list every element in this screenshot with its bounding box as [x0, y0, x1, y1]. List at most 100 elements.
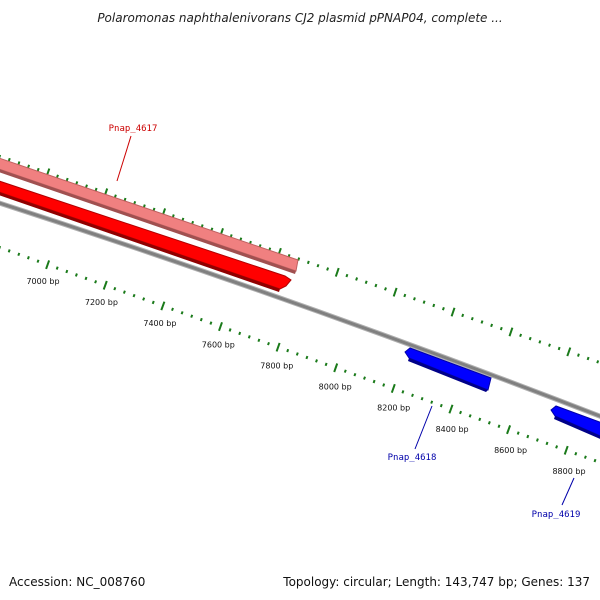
inner-tick-minor [487, 421, 491, 425]
inner-tick-minor [228, 328, 232, 332]
gene-arrow-pnap-4617-inner-edge [0, 192, 280, 292]
outer-tick-minor [499, 326, 503, 331]
inner-tick-minor [295, 352, 299, 356]
inner-tick-minor [411, 393, 414, 398]
inner-tick-minor [430, 400, 434, 404]
inner-tick-major [390, 383, 396, 394]
gene-feature-pnap-4618[interactable] [404, 347, 492, 392]
inner-tick-minor [180, 311, 184, 315]
outer-tick-minor [586, 356, 590, 361]
outer-tick-minor [75, 181, 79, 185]
outer-tick-major [566, 347, 572, 357]
inner-tick-minor [26, 255, 30, 260]
inner-tick-minor [353, 372, 357, 377]
inner-tick-minor [459, 410, 463, 415]
outer-tick-minor [326, 267, 330, 271]
outer-tick-minor [441, 306, 445, 311]
tick-label: 8400 bp [436, 425, 469, 434]
outer-tick-minor [596, 360, 600, 364]
outer-tick-minor [461, 313, 465, 318]
inner-tick-minor [209, 321, 213, 325]
outer-tick-minor [27, 164, 31, 169]
tick-label: 7400 bp [143, 319, 176, 328]
inner-tick-minor [516, 431, 520, 435]
inner-tick-minor [247, 335, 251, 339]
gene-arrow-pnap-4617-bottom-edge [0, 169, 296, 274]
outer-tick-minor [422, 300, 426, 304]
accession-text: Accession: NC_008760 [9, 575, 145, 589]
outer-tick-minor [470, 316, 474, 321]
inner-tick-major [333, 363, 339, 373]
backbone-arc [0, 201, 600, 418]
gene-label-pnap-4617[interactable]: Pnap_4617 [109, 124, 158, 134]
inner-tick-minor [478, 417, 482, 422]
outer-tick-minor [123, 197, 127, 202]
outer-tick-minor [403, 293, 407, 298]
topology-summary: Topology: circular; Length: 143,747 bp; … [282, 575, 590, 589]
inner-tick-minor [401, 390, 405, 394]
map-title: Polaromonas naphthalenivorans CJ2 plasmi… [97, 11, 502, 25]
outer-tick-minor [17, 161, 21, 165]
outer-tick-minor [133, 200, 137, 205]
inner-tick-major [160, 301, 166, 311]
inner-tick-minor [55, 266, 59, 270]
gene-arrow-pnap-4619-edge [554, 416, 600, 439]
outer-tick-minor [557, 346, 561, 351]
inner-tick-minor [132, 293, 136, 298]
gene-label-pnap-4618[interactable]: Pnap_4618 [388, 453, 437, 463]
inner-tick-major [448, 404, 454, 414]
inner-tick-minor [315, 359, 318, 363]
inner-tick-major [218, 321, 223, 332]
tick-label: 7800 bp [260, 361, 293, 370]
outer-tick-major [450, 307, 456, 317]
outer-tick-minor [490, 323, 494, 328]
outer-tick-major [334, 267, 340, 277]
outer-tick-minor [65, 177, 69, 182]
inner-tick-minor [113, 286, 117, 291]
outer-tick-minor [94, 187, 98, 192]
tick-label: 7200 bp [85, 298, 118, 307]
gene-label-pnap-4619[interactable]: Pnap_4619 [532, 510, 581, 520]
gene-label-leaders [116, 135, 575, 506]
inner-tick-minor [17, 252, 21, 257]
inner-tick-minor [574, 451, 578, 456]
outer-tick-ring [0, 154, 600, 364]
inner-tick-major [45, 260, 51, 270]
outer-tick-minor [413, 297, 416, 301]
outer-tick-minor [384, 287, 387, 291]
tick-label: 7000 bp [26, 277, 59, 286]
gene-arrow-pnap-4617-inner [0, 180, 292, 290]
inner-tick-minor [583, 455, 587, 459]
inner-tick-minor [286, 348, 290, 353]
inner-tick-minor [74, 273, 78, 277]
outer-tick-minor [480, 320, 484, 324]
outer-tick-minor [355, 277, 359, 281]
outer-tick-minor [519, 333, 523, 338]
outer-tick-minor [548, 343, 551, 347]
inner-tick-minor [65, 269, 69, 274]
outer-tick-minor [577, 353, 580, 357]
inner-tick-minor [545, 441, 549, 446]
outer-tick-minor [56, 174, 59, 178]
inner-tick-minor [151, 300, 155, 305]
gene-feature-pnap-4617[interactable] [0, 155, 299, 292]
inner-tick-minor [199, 317, 203, 322]
outer-tick-major [392, 287, 398, 297]
inner-tick-minor [7, 249, 11, 253]
inner-tick-minor [555, 445, 559, 449]
inner-tick-minor [420, 396, 424, 401]
outer-tick-major [508, 327, 514, 337]
gene-feature-pnap-4619[interactable] [550, 405, 600, 441]
tick-label: 7600 bp [202, 340, 235, 349]
outer-tick-minor [85, 184, 88, 188]
inner-tick-minor [94, 280, 98, 284]
inner-tick-minor [142, 297, 146, 301]
inner-tick-major [563, 445, 569, 455]
outer-tick-minor [36, 167, 40, 172]
inner-tick-minor [526, 434, 530, 439]
tick-label: 8200 bp [377, 404, 410, 413]
inner-tick-minor [190, 314, 194, 318]
inner-tick-minor [439, 403, 443, 408]
outer-tick-minor [7, 157, 11, 162]
